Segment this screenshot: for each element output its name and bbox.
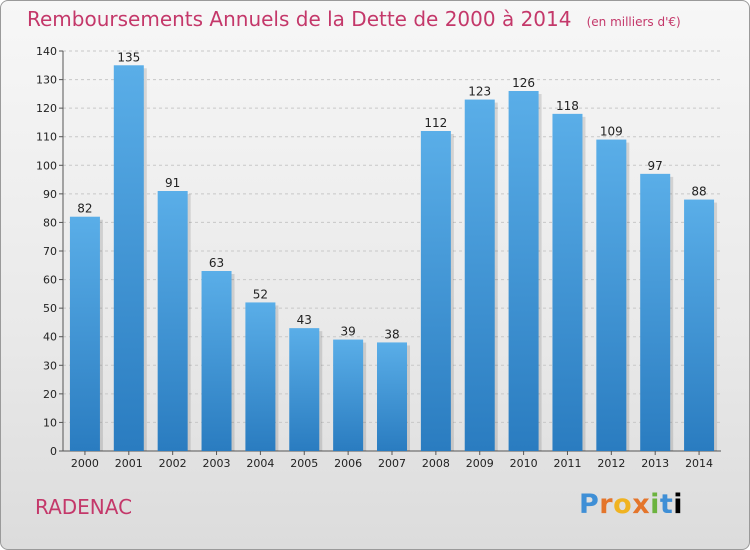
x-tick-label: 2004: [246, 457, 274, 470]
bar: [684, 199, 715, 451]
bars: [69, 65, 718, 452]
x-tick-label: 2007: [378, 457, 406, 470]
y-tick-label: 100: [36, 159, 57, 172]
bar: [377, 342, 407, 451]
bar-value-label: 43: [297, 313, 312, 327]
bar: [464, 99, 495, 452]
proxiti-logo: Proxiti: [579, 489, 684, 520]
x-tick-label: 2011: [553, 457, 581, 470]
bar-value-label: 39: [340, 325, 355, 339]
bar: [201, 271, 232, 451]
x-tick-label: 2003: [203, 457, 231, 470]
x-tick-label: 2012: [597, 457, 625, 470]
bar-value-label: 97: [648, 159, 663, 173]
y-tick-label: 120: [36, 102, 57, 115]
y-tick-label: 70: [43, 245, 57, 258]
x-tick-label: 2006: [334, 457, 362, 470]
bar-value-label: 88: [691, 185, 706, 199]
chart-title-row: Remboursements Annuels de la Dette de 20…: [27, 7, 681, 31]
y-tick-label: 80: [43, 216, 57, 229]
x-tick-label: 2014: [685, 457, 713, 470]
bar: [157, 191, 188, 451]
y-tick-label: 20: [43, 388, 57, 401]
bar-value-label: 38: [384, 327, 399, 341]
bar-value-label: 63: [209, 256, 224, 270]
bar: [596, 139, 627, 452]
bar: [289, 328, 320, 451]
bar: [245, 302, 276, 451]
labels: 0 10 20 30 40 50 60 70 80 90 100 110 120 130 140 82 2000…: [36, 45, 713, 470]
y-tick-label: 60: [43, 274, 57, 287]
bar-value-label: 91: [165, 176, 180, 190]
y-tick-label: 10: [43, 416, 57, 429]
x-tick-label: 2005: [290, 457, 318, 470]
x-tick-label: 2009: [466, 457, 494, 470]
x-tick-label: 2001: [115, 457, 143, 470]
chart-title: Remboursements Annuels de la Dette de 20…: [27, 7, 572, 31]
bar-value-label: 112: [424, 116, 447, 130]
bar: [69, 216, 100, 451]
y-tick-label: 140: [36, 45, 57, 58]
x-tick-label: 2010: [510, 457, 538, 470]
bar-value-label: 118: [556, 99, 579, 113]
bar: [113, 65, 144, 452]
bar: [640, 173, 671, 451]
chart-subtitle: (en milliers d'€): [586, 15, 681, 29]
bar: [333, 339, 364, 451]
y-tick-label: 50: [43, 302, 57, 315]
bar-value-label: 126: [512, 76, 535, 90]
y-tick-label: 110: [36, 131, 57, 144]
y-tick-label: 40: [43, 331, 57, 344]
bar-value-label: 135: [117, 50, 140, 64]
x-tick-label: 2000: [71, 457, 99, 470]
bar: [552, 113, 583, 451]
bar: [420, 131, 451, 451]
x-tick-label: 2002: [159, 457, 187, 470]
bar: [508, 91, 539, 451]
x-tick-label: 2013: [641, 457, 669, 470]
y-tick-label: 130: [36, 74, 57, 87]
y-tick-label: 90: [43, 188, 57, 201]
y-tick-label: 30: [43, 359, 57, 372]
bar-value-label: 123: [468, 85, 491, 99]
bar-value-label: 109: [600, 125, 623, 139]
y-tick-label: 0: [50, 445, 57, 458]
bar-value-label: 82: [77, 202, 92, 216]
place-name: RADENAC: [35, 495, 133, 519]
bar-value-label: 52: [253, 287, 268, 301]
x-tick-label: 2008: [422, 457, 450, 470]
